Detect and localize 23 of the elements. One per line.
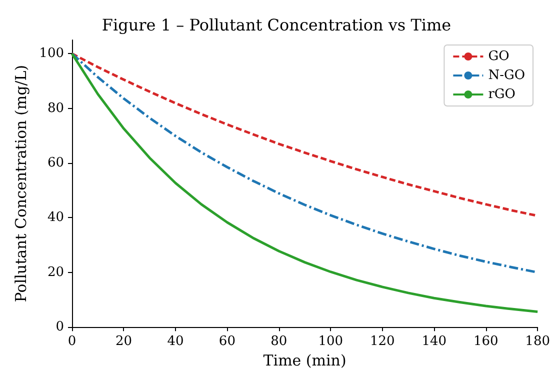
y-tick-label: 100 — [39, 46, 64, 62]
y-tick-label: 80 — [47, 100, 64, 116]
x-tick-label: 20 — [115, 334, 132, 350]
legend-label: GO — [488, 49, 510, 64]
x-axis-title: Time (min) — [263, 352, 346, 370]
y-axis-title: Pollutant Concentration (mg/L) — [12, 64, 30, 302]
y-tick-label: 40 — [47, 210, 64, 226]
x-tick-label: 120 — [370, 334, 395, 350]
legend-label: N-GO — [488, 68, 525, 83]
y-tick-label: 20 — [47, 264, 64, 280]
x-tick-label: 80 — [270, 334, 288, 350]
chart-title: Figure 1 – Pollutant Concentration vs Time — [102, 16, 452, 34]
x-tick-label: 40 — [167, 334, 184, 350]
x-tick-label: 0 — [68, 334, 76, 350]
x-tick-label: 100 — [318, 334, 344, 350]
line-series — [70, 52, 539, 314]
x-tick-label: 180 — [525, 334, 550, 350]
x-tick-label: 140 — [422, 334, 447, 350]
y-tick-label: 60 — [47, 156, 64, 171]
x-tick-label: 160 — [473, 334, 498, 350]
y-tick-label: 0 — [56, 320, 64, 335]
legend-label: rGO — [488, 87, 516, 102]
x-tick-label: 60 — [218, 334, 236, 350]
